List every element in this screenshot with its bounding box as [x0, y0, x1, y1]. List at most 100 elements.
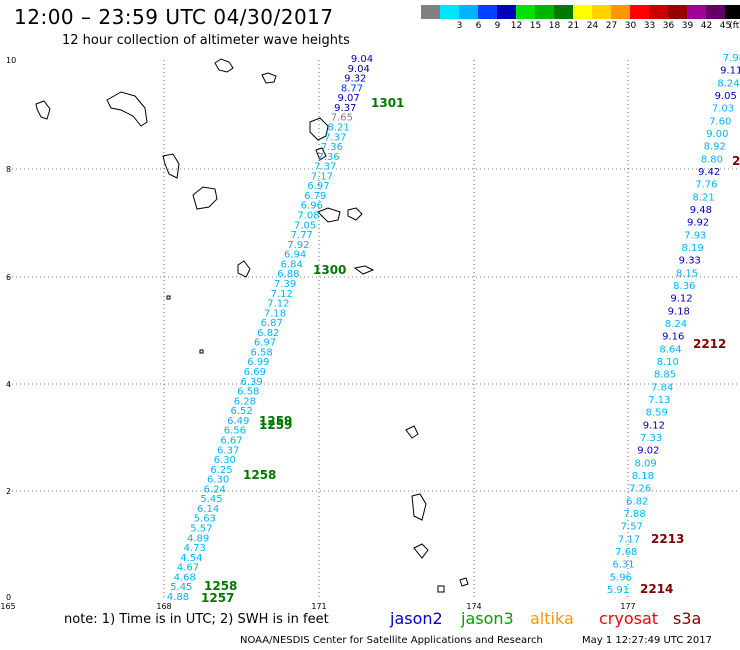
wave-height-value: 7.37: [324, 132, 346, 143]
island-166-a: [162, 153, 180, 179]
satellite-label-jason3: jason3: [461, 609, 514, 628]
wave-height-value: 6.67: [220, 436, 242, 447]
island-dot-1: [166, 295, 171, 300]
map-subtitle: 12 hour collection of altimeter wave hei…: [62, 33, 350, 48]
wave-height-value: 8.77: [341, 83, 363, 94]
wave-height-value: 8.10: [657, 357, 679, 368]
wave-height-value: 8.64: [659, 344, 681, 355]
wave-height-value: 9.00: [706, 129, 728, 140]
legend-label: 18: [548, 21, 561, 31]
island-173: [353, 265, 375, 275]
wave-height-value: 6.99: [247, 357, 269, 368]
wave-height-value: 7.18: [264, 308, 286, 319]
legend-label: 30: [624, 21, 637, 31]
wave-height-value: 7.12: [267, 299, 289, 310]
island-170-b: [315, 147, 327, 161]
island-174-d: [437, 585, 445, 593]
legend-swatch: [725, 5, 740, 19]
pass-time-label: 1300: [313, 263, 346, 277]
y-tick-label: 4: [6, 380, 11, 389]
island-168: [237, 260, 251, 278]
wave-height-value: 9.12: [643, 420, 665, 431]
wave-height-value: 7.92: [287, 240, 309, 251]
x-tick-label: 174: [466, 602, 481, 611]
x-tick-label: 171: [311, 602, 326, 611]
island-west-1: [35, 100, 51, 120]
legend-unit: (ft): [729, 21, 740, 31]
wave-height-value: 7.39: [274, 279, 296, 290]
x-tick-label: 177: [620, 602, 635, 611]
wave-height-value: 4.89: [187, 533, 209, 544]
wave-height-value: 9.04: [351, 54, 373, 65]
wave-height-value: 6.24: [204, 484, 226, 495]
wave-height-value: 6.58: [237, 387, 259, 398]
wave-height-value: 8.24: [665, 319, 687, 330]
pass-time-labels: 1301130012591259125812581257221222132214…: [201, 96, 740, 605]
wave-height-value: 8.85: [654, 370, 676, 381]
wave-height-value: 8.21: [327, 123, 349, 134]
wave-height-value: 7.17: [311, 171, 333, 182]
wave-height-value: 7.84: [651, 382, 673, 393]
legend-swatch: [687, 5, 706, 19]
pass-time-label: 1259: [259, 418, 292, 432]
wave-height-value: 4.54: [180, 553, 202, 564]
legend-swatch: [706, 5, 725, 19]
legend-swatch: [611, 5, 630, 19]
wave-height-value: 6.31: [612, 560, 634, 571]
wave-height-value: 7.65: [331, 113, 353, 124]
legend-swatch: [554, 5, 573, 19]
wave-height-value: 9.04: [348, 64, 370, 75]
wave-height-value: 8.18: [632, 471, 654, 482]
wave-height-value: 6.79: [304, 191, 326, 202]
wave-height-value: 6.82: [626, 496, 648, 507]
island-north: [214, 58, 234, 73]
wave-height-value: 7.68: [615, 547, 637, 558]
legend-swatch: [440, 5, 459, 19]
wave-height-value: 8.36: [673, 281, 695, 292]
legend-label: 21: [567, 21, 580, 31]
legend-label: 6: [475, 21, 482, 31]
pass-time-label: 1257: [201, 591, 234, 605]
wave-height-value: 9.48: [690, 205, 712, 216]
wave-height-value: 7.12: [271, 289, 293, 300]
y-tick-label: 2: [6, 487, 11, 496]
wave-height-value: 8.19: [681, 243, 703, 254]
coastline-islands: [35, 58, 469, 593]
wave-height-value: 5.45: [170, 582, 192, 593]
wave-height-value: 4.68: [174, 572, 196, 583]
satellite-label-altika: altika: [530, 609, 574, 628]
wave-height-value: 7.88: [623, 509, 645, 520]
pass-time-label: 1258: [204, 579, 237, 593]
wave-height-value: 8.80: [701, 154, 723, 165]
legend-label: 15: [529, 21, 542, 31]
island-167: [192, 186, 218, 210]
wave-height-value: 4.73: [184, 543, 206, 554]
wave-height-value: 9.33: [679, 256, 701, 267]
wave-height-value: 7.36: [321, 142, 343, 153]
island-174-c: [413, 543, 429, 559]
island-174-e: [459, 577, 469, 587]
wave-height-value: 4.88: [167, 592, 189, 603]
wave-height-value: 9.32: [344, 74, 366, 85]
wave-height-value: 6.87: [261, 318, 283, 329]
wave-height-value: 7.76: [695, 180, 717, 191]
wave-height-value: 6.58: [250, 348, 272, 359]
wave-height-value: 7.08: [297, 211, 319, 222]
wave-height-value: 6.97: [254, 338, 276, 349]
y-tick-label: 8: [6, 165, 11, 174]
pass-time-label: 2213: [651, 532, 684, 546]
wave-height-value: 7.77: [291, 230, 313, 241]
wave-height-value: 5.63: [194, 514, 216, 525]
wave-height-value: 7.36: [317, 152, 339, 163]
wave-height-value: 7.60: [709, 116, 731, 127]
island-dot-2: [199, 349, 204, 354]
wave-height-value: 7.33: [640, 433, 662, 444]
wave-height-value: 7.98: [723, 53, 740, 64]
legend-swatch: [516, 5, 535, 19]
legend-label: 9: [494, 21, 501, 31]
wave-height-value: 5.91: [607, 585, 629, 596]
wave-height-value: 8.24: [717, 78, 739, 89]
wave-height-value: 7.13: [648, 395, 670, 406]
wave-height-value: 7.05: [294, 220, 316, 231]
legend-label: 39: [681, 21, 694, 31]
